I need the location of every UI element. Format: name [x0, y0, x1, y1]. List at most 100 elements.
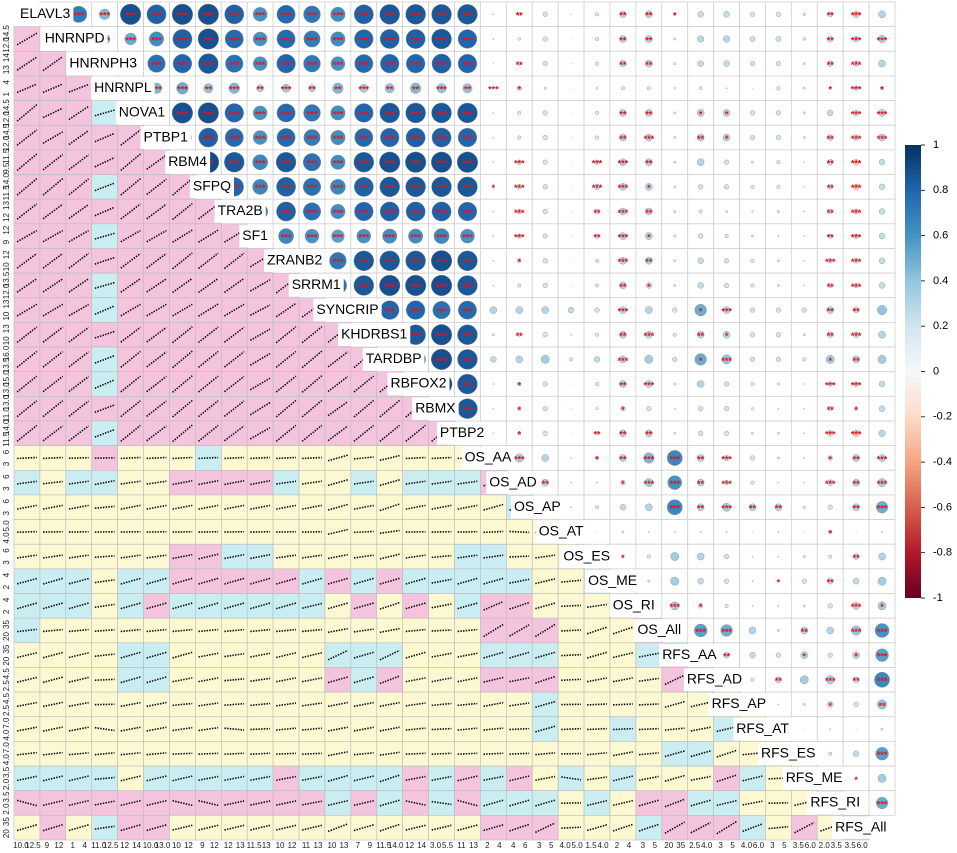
significance: ***	[177, 109, 188, 119]
corr-circle	[878, 552, 886, 561]
scatter-panel	[91, 346, 118, 373]
scatter-panel	[272, 642, 300, 668]
scatter-panel	[272, 543, 300, 570]
corr-circle	[803, 457, 806, 459]
corr-circle	[878, 429, 886, 437]
y-tick-label: 10	[2, 311, 11, 320]
label-box	[17, 3, 74, 26]
significance: **	[619, 109, 627, 119]
corr-circle	[379, 29, 400, 49]
corr-circle	[853, 381, 859, 387]
corr-circle	[673, 111, 677, 115]
scatter-panel	[350, 716, 378, 742]
scatter-panel	[531, 667, 559, 693]
trend-line	[327, 701, 348, 708]
corr-circle	[802, 604, 806, 608]
corr-circle	[645, 207, 653, 216]
significance: ***	[462, 11, 473, 21]
trend-line	[379, 529, 400, 535]
significance: ***	[462, 282, 473, 292]
scatter-panel	[91, 396, 118, 422]
trend-line	[276, 824, 297, 831]
scatter-panel	[13, 543, 41, 570]
significance: **	[542, 479, 550, 489]
y-tick-label: 2.5	[2, 704, 11, 716]
y-tick-label: 20	[2, 829, 11, 838]
significance: ***	[877, 35, 888, 45]
corr-circle	[595, 61, 599, 66]
scatter-panel	[220, 396, 248, 422]
scatter-panel	[402, 617, 429, 644]
corr-circle	[877, 576, 887, 586]
significance: *	[699, 602, 703, 612]
significance: ***	[669, 454, 680, 464]
trend-line	[172, 504, 193, 510]
corr-circle	[542, 135, 548, 141]
x-tick-label: 5.5	[442, 841, 454, 850]
trend-line	[431, 480, 452, 485]
corr-circle	[802, 357, 807, 362]
significance: ***	[203, 11, 214, 21]
trend-line	[16, 504, 37, 510]
scatter-panel	[195, 346, 222, 373]
significance: ***	[851, 159, 862, 169]
trend-line	[94, 479, 115, 486]
scatter-panel	[609, 741, 637, 767]
corr-circle	[517, 431, 522, 436]
scatter-panel	[169, 617, 196, 644]
y-tick-label: 16.0	[2, 345, 11, 361]
trend-line	[586, 824, 608, 832]
significance: *	[518, 257, 522, 267]
x-tick-label: 12.5	[25, 841, 41, 850]
corr-circle	[670, 552, 680, 561]
corr-circle	[431, 348, 453, 370]
significance: ***	[99, 11, 110, 21]
corr-circle	[252, 154, 268, 171]
corr-circle	[698, 603, 704, 609]
scatter-panel	[661, 765, 689, 792]
scatter-panel	[635, 765, 663, 792]
colorbar-label: 1	[933, 139, 939, 151]
scatter-panel	[480, 568, 507, 594]
corr-circle	[620, 480, 626, 486]
cell	[765, 543, 792, 570]
trend-line	[146, 701, 167, 708]
trend-line	[68, 203, 90, 220]
trend-line	[42, 252, 64, 269]
trend-line	[198, 303, 219, 317]
trend-line	[250, 727, 271, 731]
trend-line	[353, 799, 374, 807]
scatter-panel	[39, 469, 67, 496]
significance: ***	[851, 627, 862, 637]
scatter-panel	[65, 346, 93, 373]
significance: ***	[877, 676, 888, 686]
colorbar	[905, 145, 921, 598]
scatter-panel	[117, 124, 144, 151]
trend-line	[327, 375, 349, 393]
corr-circle	[197, 3, 219, 25]
significance: **	[697, 454, 705, 464]
significance: ***	[307, 208, 318, 218]
label-box	[782, 767, 846, 790]
trend-line	[17, 456, 37, 460]
trend-line	[94, 232, 115, 240]
corr-circle	[875, 747, 889, 761]
trend-line	[302, 702, 322, 707]
trend-line	[250, 577, 271, 585]
trend-line	[42, 456, 63, 460]
trend-line	[535, 651, 556, 659]
trend-line	[120, 554, 141, 559]
trend-line	[94, 752, 115, 756]
trend-line	[146, 726, 167, 732]
y-tick-label: 13	[2, 65, 11, 74]
trend-line	[224, 678, 245, 682]
corr-circle	[517, 37, 521, 41]
scatter-panel	[246, 322, 274, 348]
corr-circle	[354, 54, 374, 73]
significance: ***	[851, 85, 862, 95]
significance: **	[827, 35, 835, 45]
x-tick-label: 5	[730, 841, 735, 850]
trend-line	[16, 56, 38, 71]
cell	[402, 75, 429, 101]
scatter-panel	[272, 691, 300, 718]
